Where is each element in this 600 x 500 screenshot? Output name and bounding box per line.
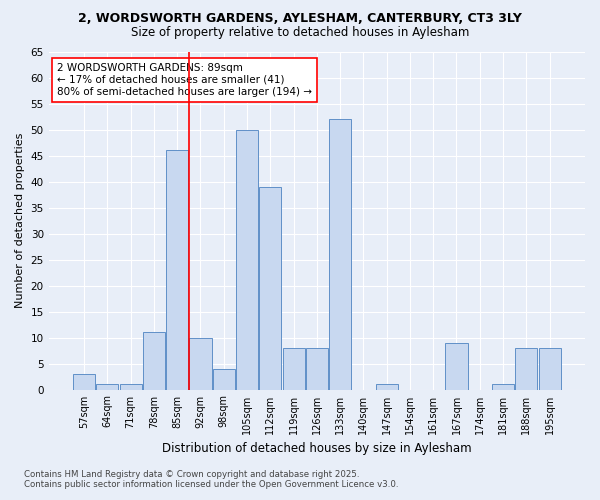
Bar — [445, 342, 467, 390]
Bar — [97, 384, 118, 390]
Bar — [329, 119, 351, 390]
Bar — [376, 384, 398, 390]
Bar — [283, 348, 305, 390]
Bar — [73, 374, 95, 390]
Bar — [259, 186, 281, 390]
Text: 2, WORDSWORTH GARDENS, AYLESHAM, CANTERBURY, CT3 3LY: 2, WORDSWORTH GARDENS, AYLESHAM, CANTERB… — [78, 12, 522, 26]
Y-axis label: Number of detached properties: Number of detached properties — [15, 133, 25, 308]
Bar — [143, 332, 165, 390]
Text: Contains HM Land Registry data © Crown copyright and database right 2025.
Contai: Contains HM Land Registry data © Crown c… — [24, 470, 398, 489]
Bar — [515, 348, 538, 390]
Bar — [492, 384, 514, 390]
Bar — [119, 384, 142, 390]
Bar — [306, 348, 328, 390]
Bar — [166, 150, 188, 390]
Bar — [236, 130, 258, 390]
Text: 2 WORDSWORTH GARDENS: 89sqm
← 17% of detached houses are smaller (41)
80% of sem: 2 WORDSWORTH GARDENS: 89sqm ← 17% of det… — [57, 64, 312, 96]
Bar — [212, 369, 235, 390]
Bar — [190, 338, 212, 390]
Bar — [539, 348, 560, 390]
X-axis label: Distribution of detached houses by size in Aylesham: Distribution of detached houses by size … — [162, 442, 472, 455]
Text: Size of property relative to detached houses in Aylesham: Size of property relative to detached ho… — [131, 26, 469, 39]
